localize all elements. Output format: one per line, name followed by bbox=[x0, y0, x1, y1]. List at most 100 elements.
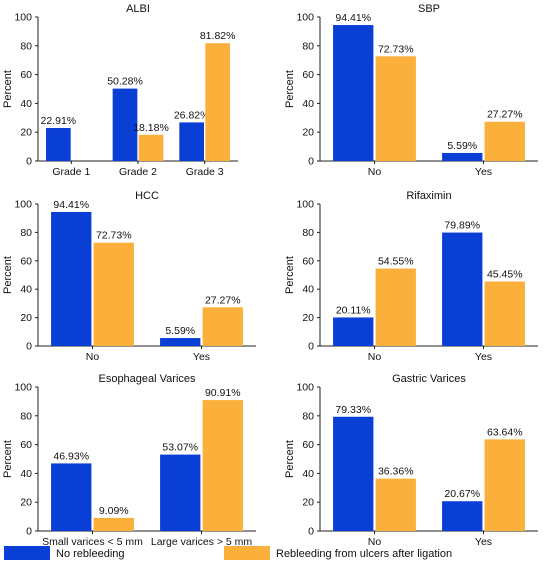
bar-rebleeding-from-ulcers-after-ligation-no bbox=[375, 478, 416, 531]
bar-no-rebleeding-no bbox=[333, 317, 374, 346]
data-label: 20.11% bbox=[336, 304, 371, 316]
y-tick-label: 40 bbox=[302, 468, 314, 480]
bar-no-rebleeding-yes bbox=[160, 338, 201, 346]
data-label: 27.27% bbox=[205, 294, 241, 306]
y-axis-title: Percent bbox=[2, 440, 14, 478]
bar-rebleeding-from-ulcers-after-ligation-yes bbox=[484, 121, 525, 161]
x-tick-label: No bbox=[368, 351, 382, 363]
y-tick-label: 60 bbox=[20, 255, 32, 267]
x-tick-label: No bbox=[368, 166, 382, 178]
y-tick-label: 20 bbox=[302, 312, 314, 324]
y-tick-label: 40 bbox=[302, 284, 314, 296]
data-label: 50.28% bbox=[107, 76, 143, 88]
y-axis-title: Percent bbox=[284, 256, 296, 294]
legend-swatch-no-rebleeding bbox=[4, 546, 50, 560]
panel-title: HCC bbox=[135, 190, 159, 202]
bar-no-rebleeding-no bbox=[333, 416, 374, 531]
y-tick-label: 100 bbox=[14, 12, 32, 24]
panel-gastric-varices: Gastric Varices Percent 0 20 40 60 80 100 No 79.3… bbox=[284, 373, 538, 548]
bar-rebleeding-from-ulcers-after-ligation-grade-2 bbox=[138, 134, 164, 161]
data-label: 5.59% bbox=[165, 325, 195, 337]
panel-esophageal-varices: Esophageal Varices Percent 0 20 40 60 80 100 Sma… bbox=[2, 373, 256, 548]
y-tick-label: 80 bbox=[302, 40, 314, 52]
data-label: 79.33% bbox=[335, 404, 371, 416]
data-label: 18.18% bbox=[133, 122, 169, 134]
data-label: 81.82% bbox=[200, 30, 236, 42]
y-tick-label: 0 bbox=[308, 156, 314, 168]
data-label: 45.45% bbox=[487, 268, 523, 280]
legend: No rebleeding Rebleeding from ulcers aft… bbox=[4, 546, 452, 560]
y-axis-title: Percent bbox=[2, 70, 14, 108]
y-tick-label: 40 bbox=[302, 98, 314, 110]
data-label: 90.91% bbox=[205, 387, 241, 399]
y-tick-label: 20 bbox=[20, 312, 32, 324]
x-tick-label: Small varices < 5 mm bbox=[42, 536, 143, 548]
y-tick-label: 20 bbox=[302, 127, 314, 139]
x-tick-label: Yes bbox=[475, 351, 492, 363]
bar-no-rebleeding-yes bbox=[442, 152, 483, 161]
y-tick-label: 0 bbox=[26, 341, 32, 353]
y-tick-label: 40 bbox=[20, 98, 32, 110]
x-tick-label: No bbox=[368, 536, 382, 548]
panel-hcc: HCC Percent 0 20 40 60 80 100 No 94.41% 72.73% Yes 5… bbox=[2, 190, 256, 363]
bar-no-rebleeding-no bbox=[51, 211, 92, 346]
x-tick-label: Large varices > 5 mm bbox=[151, 536, 253, 548]
y-axis-title: Percent bbox=[284, 70, 296, 108]
bar-no-rebleeding-yes bbox=[442, 232, 483, 346]
y-tick-label: 20 bbox=[20, 497, 32, 509]
x-tick-label: Grade 3 bbox=[186, 166, 224, 178]
y-tick-label: 40 bbox=[20, 468, 32, 480]
data-label: 54.55% bbox=[378, 256, 414, 268]
panel-title: Esophageal Varices bbox=[98, 373, 196, 385]
x-tick-label: Yes bbox=[475, 536, 492, 548]
data-label: 53.07% bbox=[162, 442, 198, 454]
y-tick-label: 80 bbox=[20, 40, 32, 52]
y-tick-label: 60 bbox=[302, 255, 314, 267]
bar-no-rebleeding-no bbox=[333, 25, 374, 161]
y-tick-label: 0 bbox=[308, 526, 314, 538]
y-tick-label: 0 bbox=[26, 156, 32, 168]
x-tick-label: Yes bbox=[193, 351, 210, 363]
bar-no-rebleeding-yes bbox=[442, 501, 483, 531]
bar-rebleeding-from-ulcers-after-ligation-yes bbox=[202, 307, 243, 346]
bar-rebleeding-from-ulcers-after-ligation-large-varices-5-mm bbox=[202, 400, 243, 531]
bar-rebleeding-from-ulcers-after-ligation-yes bbox=[484, 439, 525, 531]
data-label: 46.93% bbox=[53, 450, 89, 462]
y-tick-label: 60 bbox=[302, 69, 314, 81]
bar-no-rebleeding-grade-3 bbox=[179, 122, 204, 161]
bar-rebleeding-from-ulcers-after-ligation-grade-3 bbox=[205, 43, 230, 161]
y-tick-label: 0 bbox=[26, 526, 32, 538]
y-tick-label: 60 bbox=[302, 439, 314, 451]
y-tick-label: 100 bbox=[296, 382, 314, 394]
y-tick-label: 40 bbox=[20, 284, 32, 296]
data-label: 22.91% bbox=[41, 115, 77, 127]
bar-rebleeding-from-ulcers-after-ligation-yes bbox=[484, 281, 525, 346]
x-tick-label: Grade 2 bbox=[119, 166, 157, 178]
y-axis-title: Percent bbox=[284, 440, 296, 478]
data-label: 94.41% bbox=[335, 12, 371, 24]
chart-panels: ALBI Percent 0 20 40 60 80 100 Grade 1 22.91% Grad… bbox=[2, 3, 538, 548]
bar-rebleeding-from-ulcers-after-ligation-no bbox=[93, 242, 134, 346]
data-label: 63.64% bbox=[487, 426, 523, 438]
y-tick-label: 60 bbox=[20, 69, 32, 81]
y-axis-title: Percent bbox=[2, 256, 14, 294]
bar-rebleeding-from-ulcers-after-ligation-no bbox=[375, 56, 416, 161]
y-tick-label: 80 bbox=[302, 410, 314, 422]
legend-label-no-rebleeding: No rebleeding bbox=[56, 548, 125, 560]
panel-rifaximin: Rifaximin Percent 0 20 40 60 80 100 No 20.11% 54.5… bbox=[284, 190, 538, 363]
bar-no-rebleeding-grade-1 bbox=[46, 128, 71, 161]
y-tick-label: 80 bbox=[302, 227, 314, 239]
data-label: 79.89% bbox=[444, 220, 480, 232]
panel-title: Rifaximin bbox=[406, 190, 451, 202]
y-tick-label: 100 bbox=[14, 382, 32, 394]
y-tick-label: 20 bbox=[20, 127, 32, 139]
panel-albi: ALBI Percent 0 20 40 60 80 100 Grade 1 22.91% Grad… bbox=[2, 3, 238, 178]
y-tick-label: 100 bbox=[296, 12, 314, 24]
y-tick-label: 20 bbox=[302, 497, 314, 509]
bar-no-rebleeding-grade-2 bbox=[112, 88, 138, 161]
y-tick-label: 0 bbox=[308, 341, 314, 353]
data-label: 5.59% bbox=[447, 140, 477, 152]
panel-title: ALBI bbox=[126, 3, 150, 15]
y-tick-label: 80 bbox=[20, 227, 32, 239]
panel-title: Gastric Varices bbox=[392, 373, 466, 385]
